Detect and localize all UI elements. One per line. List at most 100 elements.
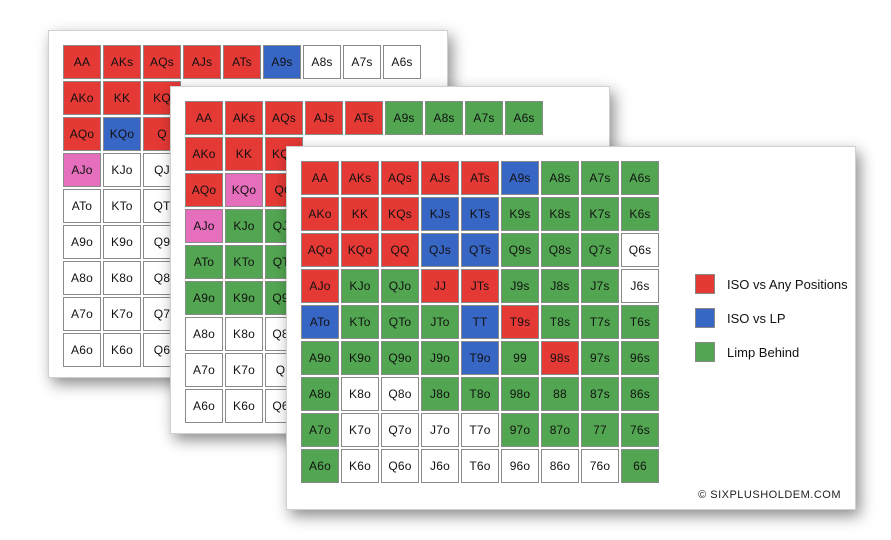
hand-cell: 96o — [501, 449, 539, 483]
hand-cell: JJ — [421, 269, 459, 303]
hand-cell: KJo — [103, 153, 141, 187]
hand-cell: A9s — [385, 101, 423, 135]
hand-cell: K8o — [103, 261, 141, 295]
hand-cell: Q9o — [381, 341, 419, 375]
hand-cell: AKo — [63, 81, 101, 115]
hand-cell: AQs — [381, 161, 419, 195]
hand-cell: A9o — [63, 225, 101, 259]
hand-cell: J8s — [541, 269, 579, 303]
hand-cell: K6o — [103, 333, 141, 367]
hand-cell: AA — [301, 161, 339, 195]
hand-cell: K9s — [501, 197, 539, 231]
hand-cell: K8s — [541, 197, 579, 231]
hand-cell: AJo — [301, 269, 339, 303]
hand-cell: AQs — [265, 101, 303, 135]
hand-cell: K8o — [341, 377, 379, 411]
hand-cell: AKo — [301, 197, 339, 231]
hand-cell: J9s — [501, 269, 539, 303]
hand-cell: 76s — [621, 413, 659, 447]
hand-cell: ATo — [63, 189, 101, 223]
hand-cell: KK — [225, 137, 263, 171]
hand-cell: AJs — [305, 101, 343, 135]
hand-cell: Q7o — [381, 413, 419, 447]
hand-cell: K8o — [225, 317, 263, 351]
hand-cell: Q6o — [381, 449, 419, 483]
legend: ISO vs Any Positions ISO vs LP Limp Behi… — [695, 260, 865, 376]
hand-cell: A7s — [465, 101, 503, 135]
hand-cell: A9o — [301, 341, 339, 375]
legend-swatch — [695, 308, 715, 328]
hand-cell: AKs — [225, 101, 263, 135]
hand-cell: T8s — [541, 305, 579, 339]
hand-cell: T6o — [461, 449, 499, 483]
hand-cell: T7o — [461, 413, 499, 447]
legend-swatch — [695, 342, 715, 362]
hand-cell: ATs — [223, 45, 261, 79]
hand-cell: K6o — [341, 449, 379, 483]
hand-cell: T6s — [621, 305, 659, 339]
hand-cell: J8o — [421, 377, 459, 411]
hand-cell: KTo — [341, 305, 379, 339]
hand-cell: Q7s — [581, 233, 619, 267]
hand-cell: KQo — [341, 233, 379, 267]
legend-label: Limp Behind — [727, 345, 799, 360]
hand-cell: A8s — [425, 101, 463, 135]
hand-cell: QQ — [381, 233, 419, 267]
hand-cell: 98s — [541, 341, 579, 375]
hand-cell: AQs — [143, 45, 181, 79]
hand-cell: 97o — [501, 413, 539, 447]
hand-cell: Q8o — [381, 377, 419, 411]
hand-cell: K9o — [225, 281, 263, 315]
hand-cell: 86s — [621, 377, 659, 411]
hand-cell: K9o — [103, 225, 141, 259]
hand-cell: A8s — [541, 161, 579, 195]
hand-cell: JTs — [461, 269, 499, 303]
hand-cell: 87o — [541, 413, 579, 447]
hand-cell: T9s — [501, 305, 539, 339]
hand-cell: AA — [63, 45, 101, 79]
hand-cell: KQo — [103, 117, 141, 151]
hand-cell: 97s — [581, 341, 619, 375]
legend-item: ISO vs LP — [695, 308, 865, 328]
hand-cell: AQo — [63, 117, 101, 151]
hand-cell: A6s — [621, 161, 659, 195]
hand-cell: A6s — [505, 101, 543, 135]
hand-cell: A6s — [383, 45, 421, 79]
hand-cell: KQo — [225, 173, 263, 207]
hand-cell: 66 — [621, 449, 659, 483]
hand-cell: KJo — [341, 269, 379, 303]
hand-cell: KTo — [103, 189, 141, 223]
hand-cell: A6o — [63, 333, 101, 367]
hand-cell: 87s — [581, 377, 619, 411]
hand-cell: AJo — [63, 153, 101, 187]
hand-cell: A9s — [501, 161, 539, 195]
hand-cell: J6o — [421, 449, 459, 483]
hand-cell: J6s — [621, 269, 659, 303]
hand-cell: T8o — [461, 377, 499, 411]
hand-cell: AKs — [341, 161, 379, 195]
hand-cell: A6o — [301, 449, 339, 483]
hand-cell: AJo — [185, 209, 223, 243]
legend-label: ISO vs Any Positions — [727, 277, 848, 292]
hand-cell: ATs — [461, 161, 499, 195]
hand-cell: A6o — [185, 389, 223, 423]
hand-cell: Q9s — [501, 233, 539, 267]
hand-cell: TT — [461, 305, 499, 339]
hand-cell: AA — [185, 101, 223, 135]
credit-line: © SIXPLUSHOLDEM.COM — [698, 489, 841, 501]
hand-cell: AKs — [103, 45, 141, 79]
hand-cell: Q6s — [621, 233, 659, 267]
hand-cell: K7o — [103, 297, 141, 331]
hand-cell: J7o — [421, 413, 459, 447]
hand-cell: A8o — [301, 377, 339, 411]
hand-cell: A9s — [263, 45, 301, 79]
hand-cell: A7o — [63, 297, 101, 331]
hand-cell: A8s — [303, 45, 341, 79]
hand-cell: QJs — [421, 233, 459, 267]
hand-cell: A7o — [301, 413, 339, 447]
legend-item: ISO vs Any Positions — [695, 274, 865, 294]
hand-cell: 86o — [541, 449, 579, 483]
hand-cell: AJs — [183, 45, 221, 79]
hand-cell: K9o — [341, 341, 379, 375]
hand-cell: A7o — [185, 353, 223, 387]
